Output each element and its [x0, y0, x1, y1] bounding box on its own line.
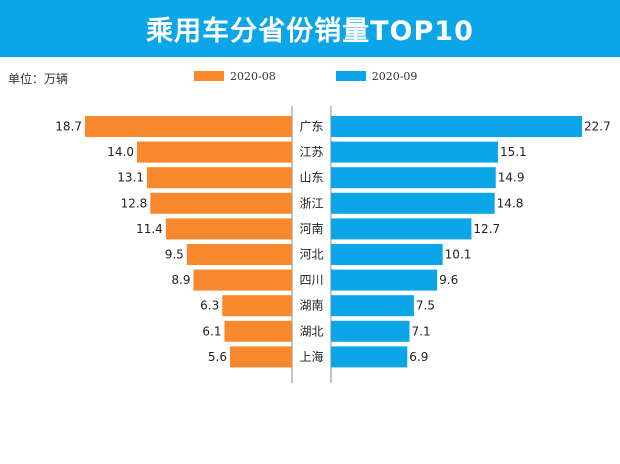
bar-2020-08-2 [146, 167, 292, 189]
legend-item-2020-08: 2020-08 [194, 70, 276, 83]
bar-2020-09-4 [331, 218, 472, 240]
bar-2020-08-1 [137, 141, 292, 163]
bar-2020-09-8 [331, 320, 410, 342]
bar-2020-08-3 [150, 192, 292, 214]
title-bar: 乘用车分省份销量TOP10 [0, 0, 620, 57]
category-label-9: 上海 [299, 349, 323, 364]
category-label-6: 四川 [299, 273, 323, 287]
data-label-2020-09-7: 7.5 [416, 299, 435, 313]
category-label-0: 广东 [299, 120, 323, 134]
legend-swatch-blue [335, 71, 366, 81]
legend: 2020-08 2020-09 [194, 69, 477, 83]
data-label-2020-08-2: 13.1 [117, 171, 144, 185]
category-label-4: 河南 [299, 221, 323, 236]
data-label-2020-08-7: 6.3 [200, 299, 219, 313]
data-label-2020-09-4: 12.7 [473, 222, 500, 236]
category-label-2: 山东 [299, 171, 323, 185]
bar-2020-08-4 [165, 218, 292, 240]
legend-swatch-orange [194, 71, 224, 81]
legend-label-2020-08: 2020-08 [230, 69, 276, 83]
data-label-2020-09-2: 14.9 [498, 171, 525, 185]
legend-item-2020-09: 2020-09 [335, 69, 418, 83]
bar-2020-08-5 [186, 244, 292, 265]
bar-2020-08-6 [193, 269, 292, 291]
data-label-2020-08-0: 18.7 [55, 120, 82, 134]
bar-2020-09-1 [331, 141, 498, 163]
data-label-2020-08-6: 8.9 [171, 273, 190, 287]
data-label-2020-08-9: 5.6 [208, 350, 227, 364]
data-label-2020-09-5: 10.1 [445, 248, 472, 262]
category-label-1: 江苏 [299, 145, 323, 159]
category-label-3: 浙江 [299, 196, 323, 210]
bar-2020-09-5 [331, 244, 443, 265]
bar-2020-09-3 [331, 192, 495, 214]
data-label-2020-09-3: 14.8 [497, 196, 524, 210]
category-label-8: 湖北 [299, 323, 323, 338]
data-label-2020-08-8: 6.1 [202, 324, 221, 338]
data-label-2020-09-6: 9.6 [439, 273, 458, 287]
data-label-2020-09-1: 15.1 [500, 145, 527, 159]
bar-2020-08-7 [222, 295, 292, 317]
data-label-2020-09-8: 7.1 [412, 324, 431, 338]
chart-title: 乘用车分省份销量TOP10 [146, 16, 474, 47]
category-label-7: 湖南 [299, 298, 323, 313]
bar-2020-09-9 [331, 346, 408, 368]
data-label-2020-08-4: 11.4 [136, 222, 163, 236]
data-label-2020-09-9: 6.9 [409, 350, 428, 364]
data-label-2020-09-0: 22.7 [584, 120, 611, 134]
data-label-2020-08-5: 9.5 [165, 248, 184, 262]
data-label-2020-08-3: 12.8 [121, 196, 148, 210]
category-label-5: 河北 [299, 248, 323, 262]
bar-2020-08-8 [224, 320, 292, 342]
legend-label-2020-09: 2020-09 [371, 69, 418, 83]
bar-2020-08-0 [85, 116, 292, 137]
data-label-2020-08-1: 14.0 [107, 145, 134, 159]
bar-2020-09-7 [331, 295, 414, 317]
unit-label: 单位：万辆 [8, 72, 69, 86]
bar-2020-08-9 [230, 346, 292, 368]
bar-2020-09-6 [331, 269, 438, 291]
bar-2020-09-0 [331, 116, 582, 137]
bar-2020-09-2 [331, 167, 496, 189]
